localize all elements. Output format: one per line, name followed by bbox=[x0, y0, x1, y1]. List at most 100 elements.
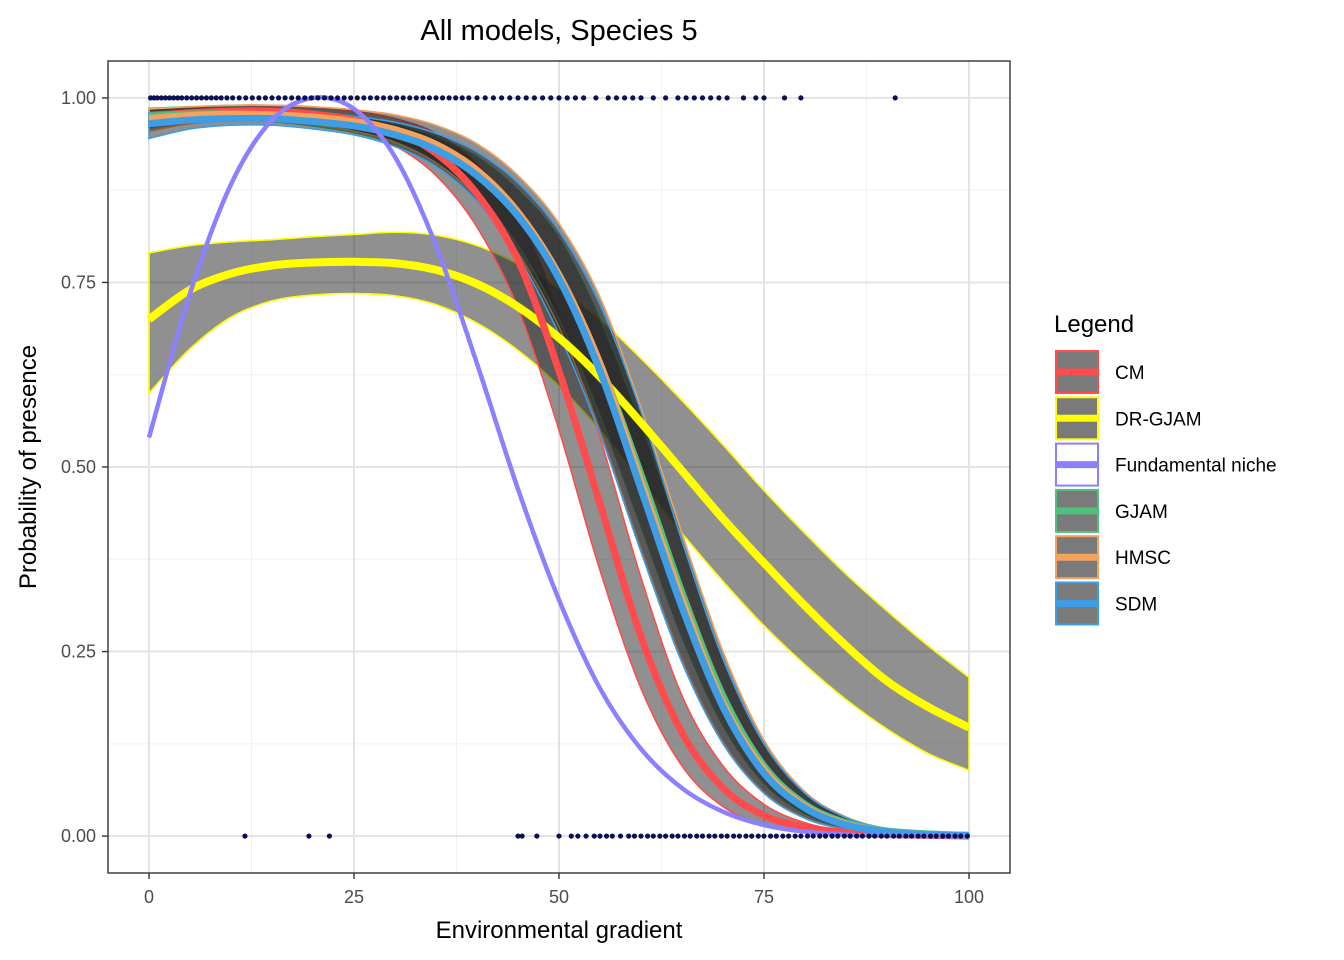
presence-point bbox=[249, 95, 255, 101]
absence-point bbox=[767, 833, 774, 839]
presence-point bbox=[400, 95, 406, 101]
presence-point bbox=[354, 95, 360, 101]
presence-point bbox=[593, 95, 599, 101]
presence-point bbox=[367, 95, 373, 101]
absence-point bbox=[669, 833, 675, 839]
presence-point bbox=[523, 95, 529, 101]
line-fundamental-niche bbox=[146, 95, 970, 839]
presence-point bbox=[348, 95, 354, 101]
absence-point bbox=[583, 833, 589, 839]
absence-point bbox=[326, 833, 332, 839]
presence-point bbox=[184, 95, 190, 101]
presence-point bbox=[213, 95, 219, 101]
presence-point bbox=[446, 95, 452, 101]
legend-label-gjam: GJAM bbox=[1115, 502, 1168, 523]
presence-point bbox=[426, 95, 433, 101]
presence-point bbox=[256, 95, 262, 101]
absence-point bbox=[915, 833, 921, 839]
presence-point bbox=[515, 95, 521, 101]
presence-point bbox=[613, 95, 620, 101]
presence-point bbox=[374, 95, 380, 101]
absence-point bbox=[626, 833, 632, 839]
x-axis: 0 25 50 75 100 bbox=[144, 873, 984, 907]
absence-point bbox=[631, 833, 638, 839]
absence-point bbox=[964, 833, 970, 839]
presence-point bbox=[302, 95, 308, 101]
presence-point bbox=[605, 95, 611, 101]
y-tick-label: 0.75 bbox=[61, 272, 96, 292]
presence-point bbox=[708, 95, 714, 101]
presence-point bbox=[761, 95, 767, 101]
presence-point bbox=[499, 95, 505, 101]
absence-point bbox=[810, 833, 816, 839]
x-tick-label: 75 bbox=[754, 887, 774, 907]
presence-point bbox=[724, 95, 730, 101]
presence-point bbox=[269, 95, 275, 101]
presence-point bbox=[158, 95, 164, 101]
presence-point bbox=[798, 95, 804, 101]
presence-point bbox=[581, 95, 587, 101]
x-tick-label: 0 bbox=[144, 887, 154, 907]
presence-point bbox=[650, 95, 656, 101]
presence-point bbox=[189, 95, 195, 101]
presence-point bbox=[321, 95, 328, 101]
absence-point bbox=[603, 833, 610, 839]
x-tick-label: 25 bbox=[344, 887, 364, 907]
presence-point bbox=[675, 95, 681, 101]
y-tick-label: 0.25 bbox=[61, 642, 96, 662]
absence-point bbox=[890, 833, 897, 839]
line-dr-gjam bbox=[146, 257, 971, 732]
legend-label-sdm: SDM bbox=[1115, 595, 1157, 616]
observation-points bbox=[148, 95, 970, 839]
legend-item-hmsc: HMSC bbox=[1055, 535, 1171, 580]
y-axis: 0.00 0.25 0.50 0.75 1.00 bbox=[61, 88, 108, 846]
presence-point bbox=[433, 95, 439, 101]
y-tick-label: 0.00 bbox=[61, 826, 96, 846]
absence-point bbox=[841, 833, 847, 839]
absence-point bbox=[786, 833, 792, 839]
presence-point bbox=[387, 95, 393, 101]
absence-point bbox=[903, 833, 909, 839]
presence-point bbox=[243, 95, 249, 101]
absence-point bbox=[591, 833, 597, 839]
absence-point bbox=[822, 833, 829, 839]
presence-point bbox=[295, 95, 301, 101]
presence-point bbox=[482, 95, 488, 101]
presence-point bbox=[224, 95, 230, 101]
presence-point bbox=[275, 95, 282, 101]
absence-point bbox=[609, 833, 615, 839]
x-axis-title: Environmental gradient bbox=[436, 917, 683, 944]
series-lines bbox=[146, 95, 971, 840]
legend-item-gjam: GJAM bbox=[1055, 488, 1168, 533]
presence-point bbox=[548, 95, 554, 101]
legend-label-hmsc: HMSC bbox=[1115, 548, 1171, 569]
presence-point bbox=[540, 95, 546, 101]
absence-point bbox=[519, 833, 525, 839]
absence-point bbox=[878, 833, 884, 839]
presence-point bbox=[740, 95, 747, 101]
absence-point bbox=[568, 833, 574, 839]
presence-point bbox=[236, 95, 242, 101]
absence-point bbox=[927, 833, 934, 839]
absence-point bbox=[792, 833, 798, 839]
presence-point bbox=[691, 95, 697, 101]
absence-point bbox=[798, 833, 804, 839]
presence-point bbox=[531, 95, 538, 101]
legend-item-sdm: SDM bbox=[1055, 581, 1157, 626]
absence-point bbox=[749, 833, 755, 839]
absence-point bbox=[718, 833, 724, 839]
absence-point bbox=[773, 833, 779, 839]
legend-item-fundamental-niche: Fundamental niche bbox=[1055, 442, 1277, 487]
absence-point bbox=[617, 833, 624, 839]
presence-point bbox=[407, 95, 413, 101]
presence-point bbox=[335, 95, 341, 101]
absence-point bbox=[933, 833, 939, 839]
absence-point bbox=[854, 833, 860, 839]
presence-point bbox=[328, 95, 334, 101]
presence-point bbox=[308, 95, 314, 101]
presence-point bbox=[683, 95, 689, 101]
presence-point bbox=[179, 95, 185, 101]
line-sdm bbox=[148, 114, 970, 839]
y-tick-label: 0.50 bbox=[61, 457, 96, 477]
presence-point bbox=[439, 95, 446, 101]
